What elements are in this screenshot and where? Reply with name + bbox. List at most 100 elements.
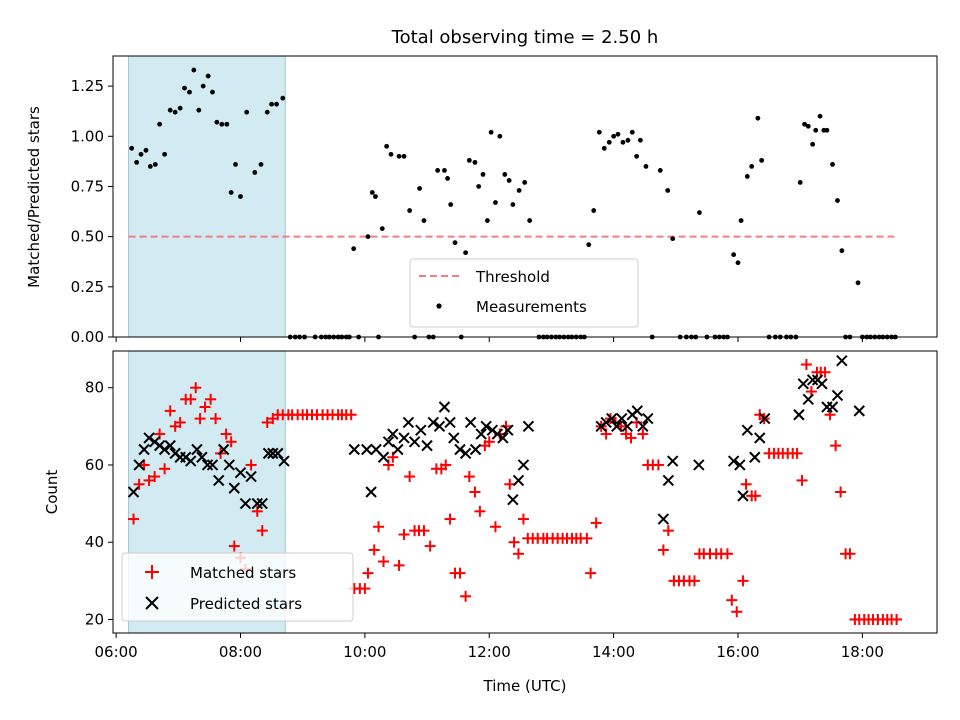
predicted-star-point <box>262 447 275 460</box>
measurement-point <box>182 85 187 91</box>
predicted-star-point <box>806 374 819 386</box>
measurement-point <box>421 218 427 223</box>
measurement-point <box>755 115 761 121</box>
measurement-point <box>448 202 454 207</box>
matched-star-point <box>220 428 232 440</box>
matched-star-point <box>444 513 456 525</box>
measurement-point <box>258 161 264 167</box>
measurement-point <box>177 105 183 111</box>
matched-star-point <box>159 463 171 475</box>
measurement-point <box>591 208 597 213</box>
matched-star-point <box>731 606 743 618</box>
measurement-point <box>506 178 512 183</box>
measurement-point <box>224 121 230 127</box>
measurement-point <box>205 73 211 79</box>
matched-star-point <box>791 447 803 459</box>
measurement-point <box>466 157 472 163</box>
measurement-point <box>731 252 737 258</box>
matched-star-point <box>891 613 903 625</box>
matched-star-point <box>210 413 222 425</box>
bottom-y-ticks: 20 40 60 80 <box>85 379 113 628</box>
top-legend: Threshold Measurements <box>409 258 639 328</box>
predicted-star-point <box>234 466 247 479</box>
matched-star-point <box>819 366 831 378</box>
predicted-star-point <box>469 443 482 456</box>
measurement-point <box>625 137 631 143</box>
measurement-point <box>435 168 441 173</box>
matched-star-point <box>489 521 501 533</box>
measurement-point <box>620 139 626 145</box>
measurement-point <box>196 107 202 113</box>
measurement-point <box>497 133 503 139</box>
measurement-point <box>388 151 394 157</box>
measurement-point <box>586 242 592 248</box>
predicted-star-point <box>421 439 433 452</box>
measurement-point <box>835 198 840 203</box>
predicted-star-point <box>164 439 176 452</box>
measurement-point <box>157 121 163 127</box>
measurement-point <box>522 180 528 185</box>
predicted-star-point <box>438 401 451 413</box>
matched-star-points <box>128 359 903 625</box>
legend-measurements-swatch <box>436 303 442 309</box>
measurement-point <box>744 174 750 179</box>
measurement-point <box>264 109 270 115</box>
measurement-point <box>351 246 357 252</box>
measurement-point <box>396 153 402 159</box>
predicted-star-point <box>382 436 395 448</box>
measurement-point <box>735 260 741 266</box>
predicted-star-point <box>427 416 439 429</box>
matched-star-point <box>164 405 176 417</box>
predicted-star-point <box>507 494 519 506</box>
predicted-star-point <box>600 416 612 429</box>
measurement-point <box>274 101 279 107</box>
chart-title-group: Total observing time = 2.50 h <box>391 27 659 48</box>
predicted-star-point <box>228 482 240 494</box>
predicted-star-point <box>387 428 399 440</box>
measurement-point <box>233 161 238 167</box>
shaded-region <box>128 55 286 338</box>
measurement-point <box>596 129 602 135</box>
predicted-star-point <box>621 420 634 433</box>
matched-star-point <box>469 486 481 498</box>
predicted-star-point <box>737 490 749 502</box>
matched-star-point <box>149 471 161 483</box>
matched-star-point <box>398 528 410 540</box>
matched-star-point <box>404 471 416 483</box>
predicted-star-point <box>631 405 643 417</box>
measurement-point <box>480 172 486 177</box>
matched-star-point <box>190 382 202 394</box>
measurement-point <box>407 208 413 213</box>
measurement-point <box>191 67 197 73</box>
predicted-star-points <box>127 354 865 525</box>
predicted-star-point <box>606 412 618 425</box>
y-tick-label: 0.00 <box>71 328 104 346</box>
predicted-star-point <box>642 412 654 425</box>
measurement-point <box>152 161 158 167</box>
measurement-point <box>611 133 617 139</box>
predicted-star-point <box>464 416 477 429</box>
bottom-axes-frame <box>112 350 938 634</box>
chart-title: Total observing time = 2.50 h <box>391 27 659 48</box>
matched-star-point <box>796 474 808 486</box>
legend-predicted-swatch <box>145 596 159 610</box>
measurement-point <box>738 218 744 223</box>
predicted-star-point <box>657 513 670 525</box>
matched-star-point <box>585 567 597 579</box>
measurement-point <box>516 188 522 193</box>
matched-star-point <box>245 459 257 471</box>
measurement-point <box>172 109 178 115</box>
predicted-star-point <box>793 409 805 421</box>
measurement-point <box>817 113 823 119</box>
predicted-star-point <box>517 459 530 471</box>
top-shaded-region <box>128 55 286 338</box>
matched-star-point <box>194 413 206 425</box>
matched-star-point <box>393 559 405 571</box>
matched-star-point <box>500 420 512 432</box>
matched-star-point <box>800 359 812 371</box>
measurement-point <box>670 236 676 242</box>
matched-star-point <box>517 513 529 525</box>
bottom-legend-box <box>121 552 354 622</box>
measurement-point <box>601 145 607 151</box>
measurement-point <box>452 240 458 246</box>
